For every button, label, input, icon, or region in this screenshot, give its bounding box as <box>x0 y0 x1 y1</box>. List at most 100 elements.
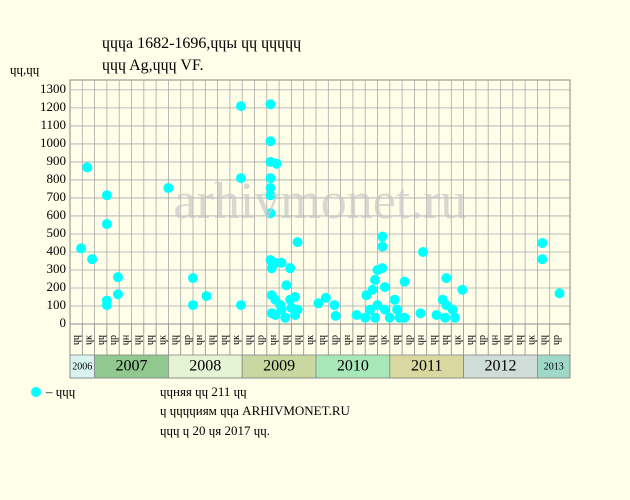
month-label: ɥɥ <box>354 335 365 345</box>
month-label: ɥɥ <box>502 335 513 345</box>
year-label: 2012 <box>485 358 517 375</box>
y-tick-label: 400 <box>47 243 67 258</box>
point <box>285 263 296 274</box>
month-label: ɥɥ <box>539 335 550 345</box>
point <box>377 263 388 274</box>
y-tick-label: 200 <box>47 279 67 294</box>
month-label: ɥɥ <box>366 335 377 345</box>
point <box>370 312 381 323</box>
point <box>235 173 246 184</box>
point <box>431 309 442 320</box>
month-label: ɥр <box>329 335 340 345</box>
point <box>265 99 276 110</box>
point <box>235 101 246 112</box>
point <box>292 304 303 315</box>
year-label: 2013 <box>544 361 564 372</box>
y-tick-label: 100 <box>47 297 67 312</box>
point <box>276 257 287 268</box>
point <box>399 276 410 287</box>
plot-area <box>69 79 571 325</box>
year-label: 2008 <box>189 358 221 375</box>
point <box>313 298 324 309</box>
point <box>188 300 199 311</box>
point <box>377 231 388 242</box>
point <box>384 312 395 323</box>
month-label: ɥр <box>403 335 414 345</box>
point <box>372 300 383 311</box>
month-label: ɥɥ <box>440 335 451 345</box>
y-tick-label: 800 <box>47 171 67 186</box>
point <box>379 304 390 315</box>
point <box>87 254 98 265</box>
month-label: ɥк <box>526 335 537 345</box>
point <box>457 284 468 295</box>
point <box>281 280 292 291</box>
month-label: ɥр <box>477 335 488 345</box>
point <box>290 291 301 302</box>
year-label: 2010 <box>337 358 369 375</box>
month-label: ɥк <box>305 335 316 345</box>
month-label: ɥɥ <box>317 335 328 345</box>
year-label: 2011 <box>411 358 442 375</box>
point <box>449 312 460 323</box>
month-label: ɥр <box>551 335 562 345</box>
point <box>537 237 548 248</box>
point <box>330 310 341 321</box>
y-tick-label: 300 <box>47 261 67 276</box>
month-label: ɥɥ <box>71 335 82 345</box>
y-tick-label: 0 <box>60 315 67 330</box>
y-tick-label: 1100 <box>40 117 66 132</box>
point <box>392 304 403 315</box>
point <box>112 289 123 300</box>
point <box>415 308 426 319</box>
footer-line: ɥɥняя ɥɥ 211 ɥɥ <box>160 384 247 399</box>
month-label: ɥн <box>194 334 205 345</box>
year-label: 2007 <box>116 358 148 375</box>
month-label: ɥɥ <box>243 335 254 345</box>
y-tick-label: 900 <box>47 153 67 168</box>
month-label: ɥн <box>489 334 500 345</box>
point <box>440 312 451 323</box>
point <box>399 312 410 323</box>
point <box>441 273 452 284</box>
y-tick-label: 1300 <box>40 81 66 96</box>
point <box>379 282 390 293</box>
point <box>447 304 458 315</box>
year-label: 2006 <box>72 361 92 372</box>
chart-title: ɥɥɥа 1682-1696,ɥɥы ɥɥ ɥɥɥɥɥ <box>102 35 301 52</box>
month-label: ɥɥ <box>170 335 181 345</box>
point <box>292 237 303 248</box>
month-label: ɥɥ <box>514 335 525 345</box>
month-label: ɥɥ <box>206 335 217 345</box>
point <box>329 300 340 311</box>
month-label: ɥн <box>416 334 427 345</box>
month-label: ɥк <box>379 335 390 345</box>
month-label: ɥр <box>256 335 267 345</box>
month-label: ɥɥ <box>465 335 476 345</box>
legend-label: – ɥɥɥ <box>45 384 76 399</box>
point <box>365 304 376 315</box>
month-label: ɥɥ <box>145 335 156 345</box>
point <box>76 243 87 254</box>
point <box>418 246 429 257</box>
point <box>265 208 276 219</box>
month-label: ɥɥ <box>280 335 291 345</box>
point <box>280 312 291 323</box>
month-label: ɥɥ <box>96 335 107 345</box>
month-label: ɥк <box>452 335 463 345</box>
point <box>265 173 276 184</box>
month-label: ɥн <box>342 334 353 345</box>
month-label: ɥн <box>268 334 279 345</box>
month-label: ɥн <box>120 334 131 345</box>
month-label: ɥɥ <box>391 335 402 345</box>
point <box>163 183 174 194</box>
month-label: ɥк <box>231 335 242 345</box>
point <box>235 300 246 311</box>
month-label: ɥɥ <box>219 335 230 345</box>
month-label: ɥк <box>83 335 94 345</box>
month-label: ɥк <box>157 335 168 345</box>
point <box>201 291 212 302</box>
point <box>351 309 362 320</box>
